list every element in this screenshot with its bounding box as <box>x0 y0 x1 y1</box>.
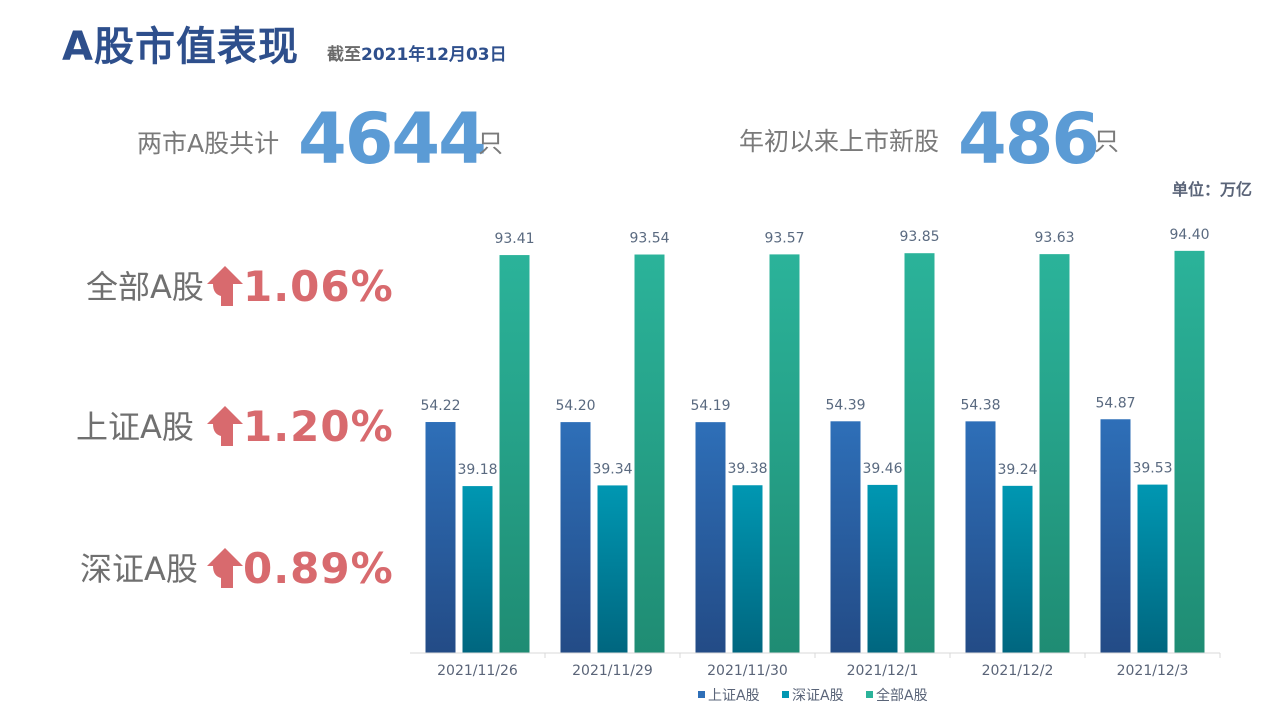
bar-sz <box>867 484 898 653</box>
data-label: 39.53 <box>1132 461 1172 477</box>
x-tick-label: 2021/12/3 <box>1117 663 1189 679</box>
x-tick-label: 2021/12/2 <box>982 663 1054 679</box>
bar-sh <box>965 421 996 653</box>
bar-sh <box>560 422 591 653</box>
index-label: 全部A股 <box>86 268 204 306</box>
bar-sz <box>1002 485 1033 653</box>
date-value: 2021年12月03日 <box>361 45 507 65</box>
bar-all <box>634 254 665 653</box>
bar-sz <box>462 486 493 653</box>
bar-sh <box>1100 419 1131 653</box>
bar-sh <box>830 421 861 653</box>
legend-label-all: 全部A股 <box>876 687 928 704</box>
total-stocks-unit: 只 <box>478 129 504 158</box>
bar-sz <box>597 485 628 653</box>
page-title: A股市值表现 <box>62 24 299 70</box>
data-label: 39.46 <box>862 461 902 477</box>
index-change-sh: 1.20% <box>243 402 394 451</box>
new-listings-value: 486 <box>958 98 1100 180</box>
bar-sh <box>425 422 456 653</box>
legend-swatch-all <box>866 691 873 698</box>
data-label: 54.20 <box>555 398 595 414</box>
data-label: 94.40 <box>1169 227 1209 243</box>
data-label: 39.38 <box>727 461 767 477</box>
market-cap-bar-chart: 54.22 39.18 93.41 54.20 39.34 93.54 54.19 39.38… <box>410 227 1221 704</box>
date-prefix: 截至 <box>327 45 361 65</box>
legend-swatch-sz <box>782 691 789 698</box>
bar-all <box>904 253 935 653</box>
up-arrow-icon <box>207 548 243 588</box>
data-label: 54.38 <box>960 397 1000 413</box>
data-label: 54.87 <box>1095 395 1135 411</box>
data-label: 39.34 <box>592 461 632 477</box>
chart-unit-note: 单位：万亿 <box>1172 180 1253 199</box>
new-listings-label: 年初以来上市新股 <box>739 127 940 156</box>
x-tick-label: 2021/12/1 <box>847 663 919 679</box>
bar-all <box>499 255 530 653</box>
data-label: 54.22 <box>420 398 460 414</box>
bar-sz <box>732 485 763 653</box>
up-arrow-icon <box>207 406 243 446</box>
x-tick-label: 2021/11/30 <box>707 663 788 679</box>
data-label: 93.85 <box>899 229 939 245</box>
total-stocks-value: 4644 <box>298 98 487 180</box>
data-label: 93.41 <box>494 231 534 247</box>
up-arrow-icon <box>207 266 243 306</box>
bar-sh <box>695 422 726 653</box>
index-change-all: 1.06% <box>243 262 394 311</box>
data-label: 54.39 <box>825 397 865 413</box>
data-label: 93.57 <box>764 230 804 246</box>
legend-swatch-sh <box>698 691 705 698</box>
legend-label-sh: 上证A股 <box>708 688 760 704</box>
new-listings-unit: 只 <box>1094 127 1120 156</box>
total-stocks-label: 两市A股共计 <box>137 129 280 158</box>
index-label: 深证A股 <box>80 550 198 588</box>
data-label: 39.18 <box>457 462 497 478</box>
bar-all <box>769 254 800 654</box>
index-row-all: 全部A股 <box>86 262 204 308</box>
index-row-sz: 深证A股 <box>80 544 198 590</box>
data-label: 93.63 <box>1034 230 1074 246</box>
bar-all <box>1039 254 1070 653</box>
x-tick-label: 2021/11/26 <box>437 663 518 679</box>
data-label: 93.54 <box>629 231 669 247</box>
index-row-sh: 上证A股 <box>76 402 194 448</box>
as-of-date: 截至2021年12月03日 <box>327 40 507 65</box>
data-label: 39.24 <box>997 462 1037 478</box>
bar-sz <box>1137 484 1168 653</box>
x-tick-label: 2021/11/29 <box>572 663 653 679</box>
index-label: 上证A股 <box>76 408 194 446</box>
data-label: 54.19 <box>690 398 730 414</box>
legend-label-sz: 深证A股 <box>792 688 844 704</box>
index-change-sz: 0.89% <box>243 544 394 593</box>
bar-all <box>1174 250 1205 653</box>
